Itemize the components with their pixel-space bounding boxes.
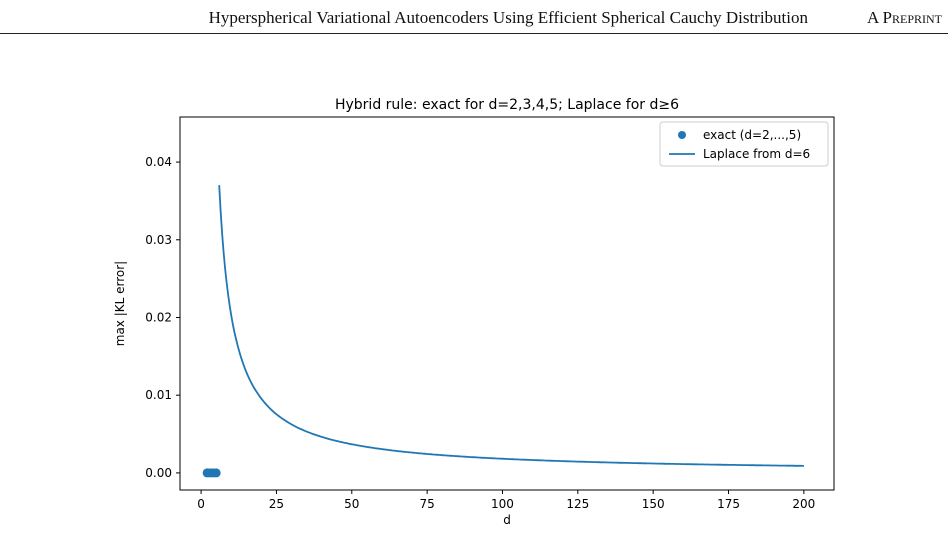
y-axis-ticks: 0.00 0.01 0.02 0.03 0.04 xyxy=(145,155,180,480)
page-header: Hyperspherical Variational Autoencoders … xyxy=(0,0,948,34)
plot-frame xyxy=(179,116,835,491)
x-tick-label: 100 xyxy=(491,497,514,511)
plot-marks xyxy=(202,185,804,478)
legend-box xyxy=(659,121,829,167)
y-tick-label: 0.04 xyxy=(145,155,172,169)
x-tick-label: 25 xyxy=(269,497,284,511)
y-tick-label: 0.02 xyxy=(145,310,172,324)
running-title: Hyperspherical Variational Autoencoders … xyxy=(208,8,808,27)
y-tick-label: 0.03 xyxy=(145,233,172,247)
legend-marker-exact xyxy=(678,131,686,139)
x-tick-label: 200 xyxy=(792,497,815,511)
x-axis-ticks: 0 25 50 75 100 125 150 175 200 xyxy=(197,490,815,511)
y-axis-label: max |KL error| xyxy=(113,261,127,346)
x-tick-label: 175 xyxy=(717,497,740,511)
x-tick-label: 125 xyxy=(566,497,589,511)
x-tick-label: 50 xyxy=(344,497,359,511)
x-axis-label: d xyxy=(503,513,511,527)
chart-title: Hybrid rule: exact for d=2,3,4,5; Laplac… xyxy=(335,97,679,113)
legend: exact (d=2,...,5) Laplace from d=6 xyxy=(659,121,829,167)
exact-point xyxy=(211,468,221,478)
preprint-label: A Preprint xyxy=(867,8,942,28)
laplace-line xyxy=(218,185,804,467)
header-rule xyxy=(0,33,948,34)
x-tick-label: 0 xyxy=(197,497,205,511)
preprint-label-rest: Preprint xyxy=(882,8,942,27)
x-tick-label: 150 xyxy=(642,497,665,511)
y-tick-label: 0.00 xyxy=(145,466,172,480)
legend-label-exact: exact (d=2,...,5) xyxy=(703,128,801,142)
x-tick-label: 75 xyxy=(419,497,434,511)
legend-label-laplace: Laplace from d=6 xyxy=(703,147,810,161)
y-tick-label: 0.01 xyxy=(145,388,172,402)
preprint-label-a: A xyxy=(866,8,879,27)
